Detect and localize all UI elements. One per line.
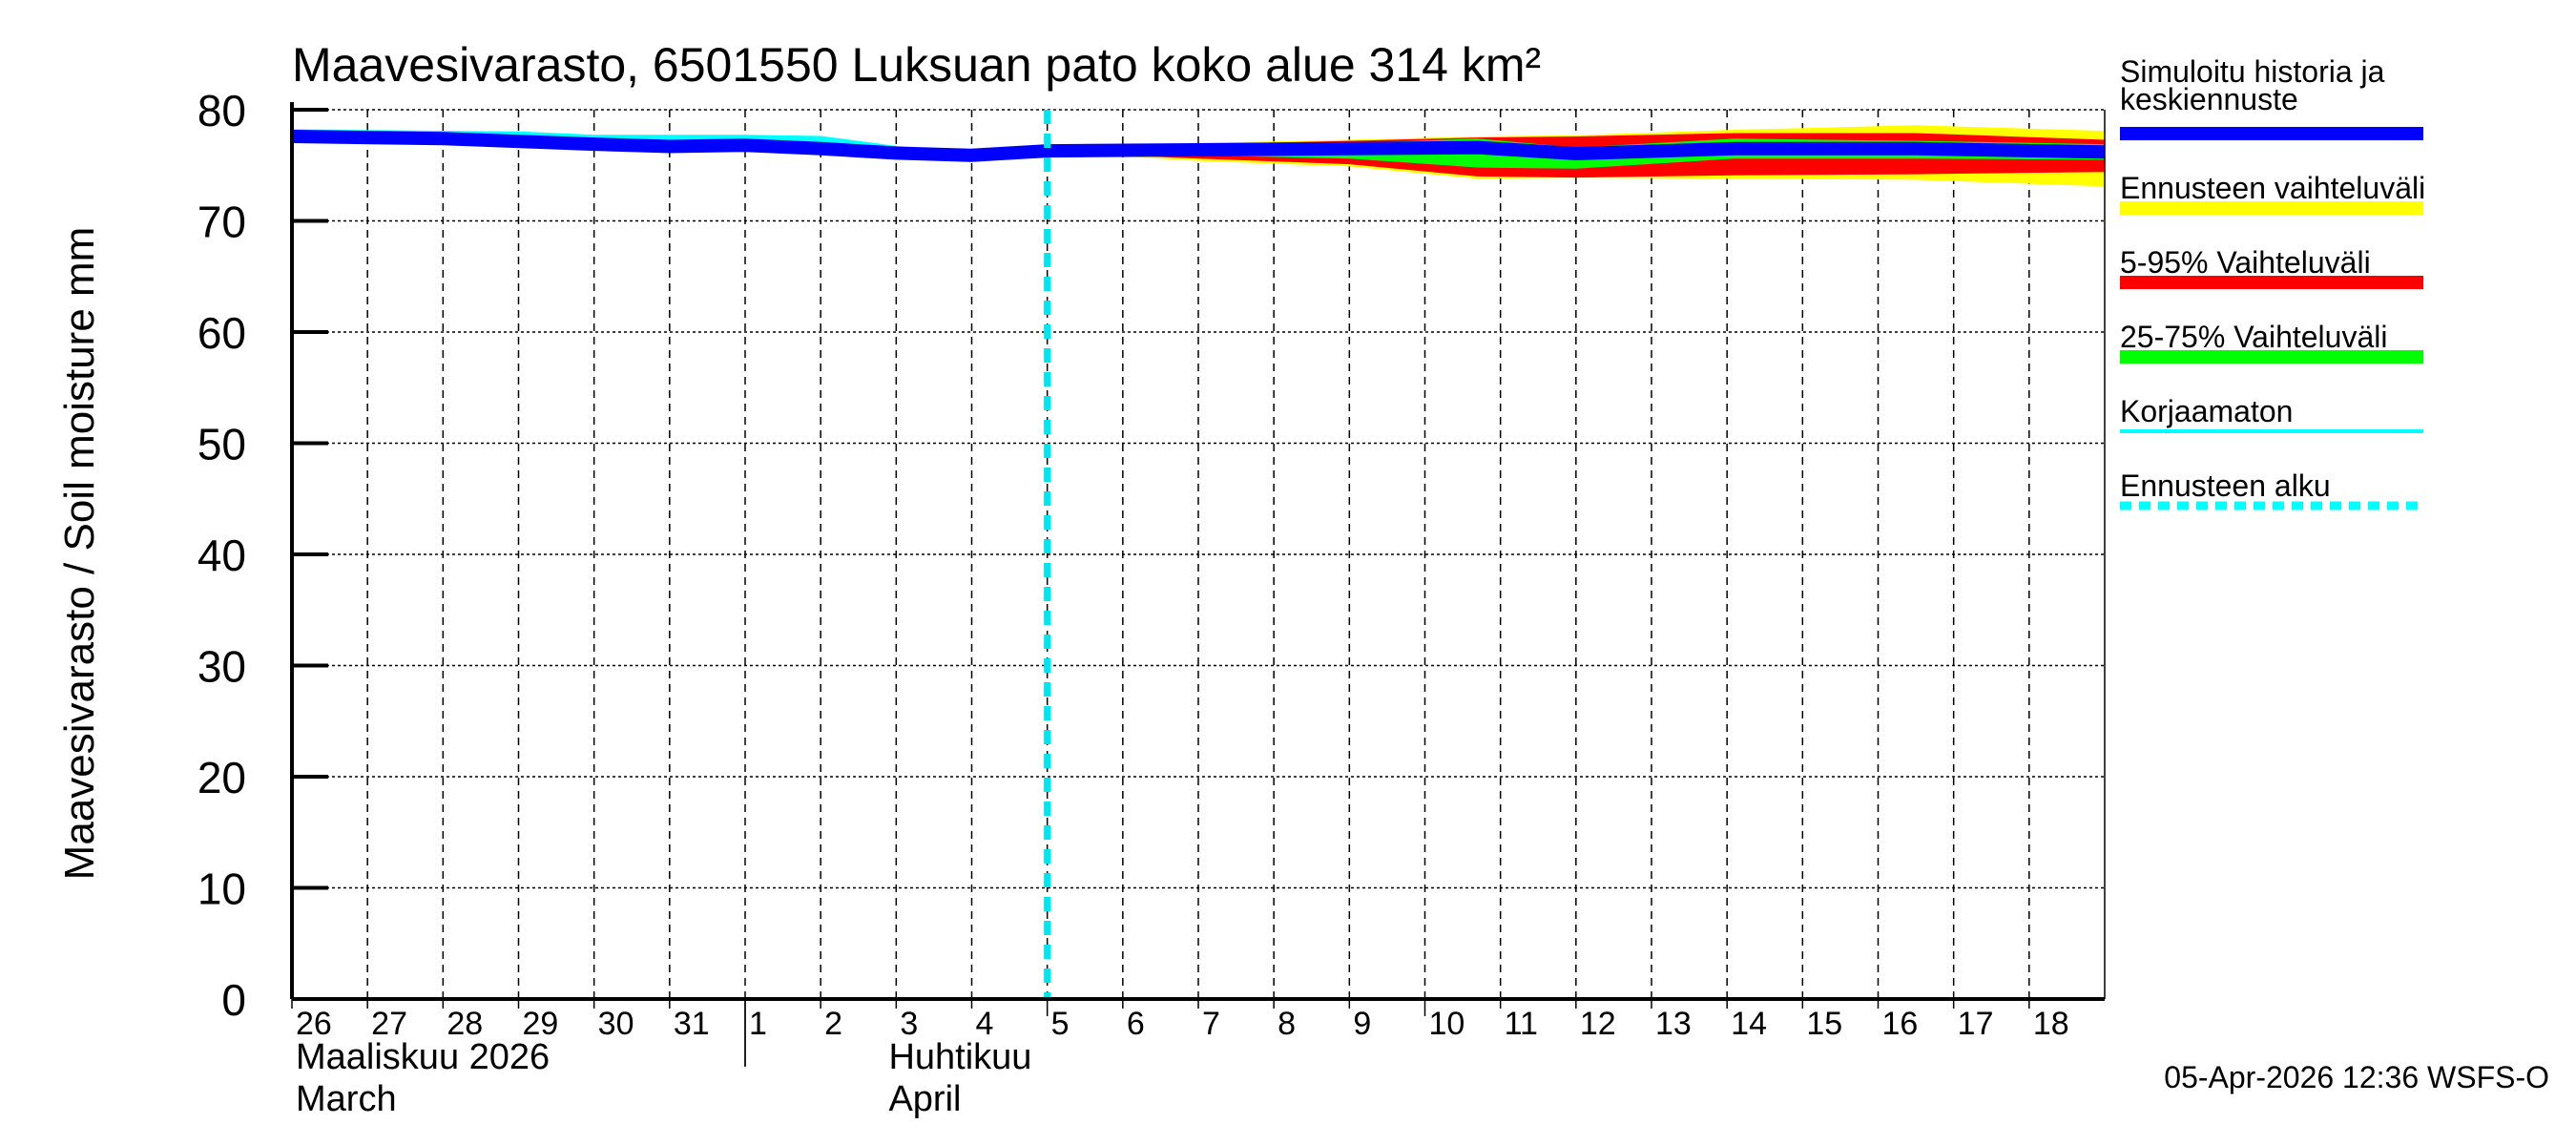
- x-tick-label: 16: [1882, 1006, 1919, 1042]
- history-median-line: [291, 129, 2106, 162]
- x-tick-label: 30: [598, 1006, 634, 1042]
- x-tick-label: 26: [296, 1006, 332, 1042]
- x-tick-label: 7: [1202, 1006, 1220, 1042]
- legend-label-forecast-start: Ennusteen alku: [2120, 468, 2331, 503]
- y-tick-label: 10: [197, 864, 246, 914]
- x-tick-label: 17: [1958, 1006, 1994, 1042]
- x-tick-label: 5: [1051, 1006, 1070, 1042]
- x-tick-label: 10: [1429, 1006, 1465, 1042]
- y-tick-label: 30: [197, 642, 246, 692]
- month-label-fi: Maaliskuu 2026: [296, 1037, 550, 1077]
- legend-label-history: Simuloitu historia ja: [2120, 54, 2385, 89]
- x-tick-label: 9: [1353, 1006, 1371, 1042]
- y-tick-label: 70: [197, 198, 246, 247]
- x-tick-label: 14: [1731, 1006, 1767, 1042]
- footer-timestamp: 05-Apr-2026 12:36 WSFS-O: [2164, 1060, 2549, 1094]
- legend-label-history-2: keskiennuste: [2120, 82, 2298, 116]
- x-tick-label: 18: [2033, 1006, 2069, 1042]
- y-tick-label: 80: [197, 86, 246, 135]
- legend-label-25-75: 25-75% Vaihteluväli: [2120, 320, 2387, 354]
- grid: [292, 109, 2105, 999]
- series-lines: [291, 110, 2106, 999]
- x-tick-label: 1: [749, 1006, 767, 1042]
- legend-label-5-95: 5-95% Vaihteluväli: [2120, 245, 2371, 280]
- x-tick-label: 12: [1580, 1006, 1616, 1042]
- month-label-en: March: [296, 1079, 397, 1119]
- y-tick-label: 60: [197, 308, 246, 358]
- x-tick-label: 6: [1127, 1006, 1145, 1042]
- month-label-en: April: [888, 1079, 961, 1119]
- chart-title: Maavesivarasto, 6501550 Luksuan pato kok…: [292, 38, 1541, 92]
- x-tick-label: 11: [1505, 1006, 1538, 1042]
- y-tick-label: 50: [197, 420, 246, 469]
- y-tick-label: 20: [197, 753, 246, 802]
- x-tick-label: 15: [1806, 1006, 1842, 1042]
- x-tick-label: 31: [674, 1006, 710, 1042]
- legend-label-uncorrected: Korjaamaton: [2120, 394, 2293, 428]
- x-tick-label: 13: [1655, 1006, 1692, 1042]
- x-tick-label: 28: [447, 1006, 483, 1042]
- legend-label-full-range: Ennusteen vaihteluväli: [2120, 171, 2425, 205]
- y-axis-label: Maavesivarasto / Soil moisture mm: [56, 227, 103, 881]
- y-tick-label: 0: [221, 975, 246, 1025]
- x-tick-label: 3: [900, 1006, 918, 1042]
- x-tick-label: 27: [371, 1006, 407, 1042]
- x-tick-label: 29: [523, 1006, 559, 1042]
- y-tick-label: 40: [197, 531, 246, 580]
- month-label-fi: Huhtikuu: [888, 1037, 1031, 1077]
- x-tick-label: 4: [976, 1006, 994, 1042]
- x-tick-label: 2: [824, 1006, 842, 1042]
- x-tick-label: 8: [1278, 1006, 1296, 1042]
